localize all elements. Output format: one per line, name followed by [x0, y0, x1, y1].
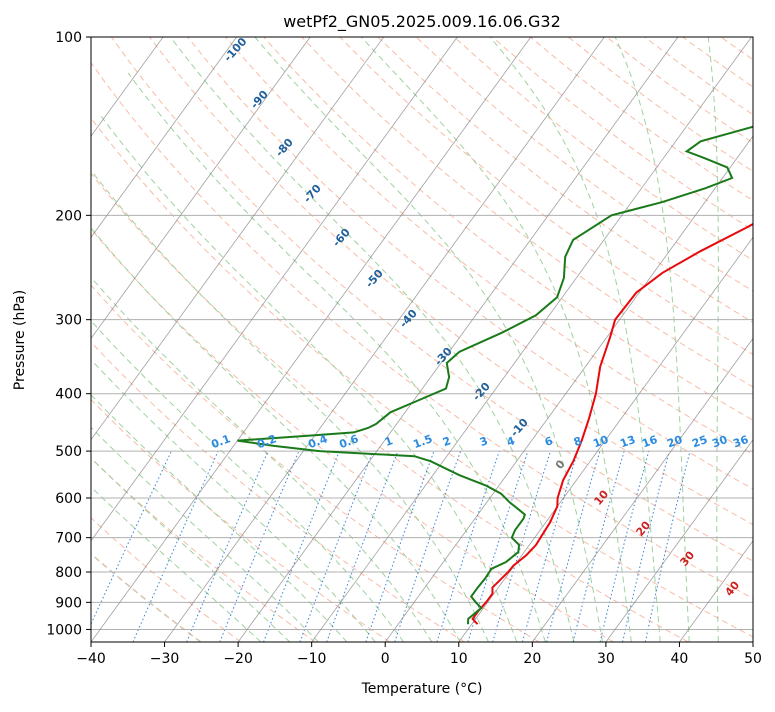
mixing-ratio-label: 10: [591, 433, 610, 451]
y-tick-label: 600: [55, 491, 82, 507]
mixing-ratio-line: [264, 451, 340, 642]
mixing-ratio-line: [327, 451, 398, 642]
moist-adiabat-label: 10: [591, 487, 611, 507]
mixing-ratio-lines: [83, 451, 690, 642]
mixing-ratio-label: 25: [690, 433, 709, 450]
x-tick-label: −30: [150, 651, 180, 667]
y-tick-label: 200: [55, 208, 82, 224]
mixing-ratio-line: [187, 451, 269, 642]
moist-adiabats: [0, 37, 718, 642]
dry-adiabat-line: [0, 37, 315, 642]
isotherm-gridline: [238, 37, 678, 642]
dry-adiabat-label: -40: [397, 307, 420, 331]
x-tick-label: 0: [381, 651, 390, 667]
moist-adiabat-line: [361, 37, 631, 642]
moist-adiabat-label: 30: [677, 548, 697, 568]
dry-adiabat-line: [35, 37, 763, 642]
moist-adiabat-label: 0: [553, 457, 568, 471]
mixing-ratio-label: 0.1: [209, 432, 232, 451]
y-tick-label: 1000: [46, 622, 82, 638]
mixing-ratio-label: 30: [710, 433, 729, 451]
mixing-ratio-line: [573, 451, 624, 642]
dry-adiabat-line: [73, 37, 775, 642]
mixing-ratio-label: 1: [383, 434, 395, 449]
isotherm-gridline: [165, 37, 605, 642]
mixing-ratio-line: [366, 451, 434, 642]
dry-adiabat-line: [226, 37, 775, 642]
mixing-ratio-line: [133, 451, 218, 642]
mixing-ratio-label: 3: [478, 434, 490, 449]
mixing-ratio-label: 16: [640, 433, 659, 451]
dry-adiabat-line: [416, 37, 775, 642]
mixing-ratio-line: [300, 451, 373, 642]
dry-adiabat-line: [645, 37, 775, 642]
mixing-ratio-line: [395, 451, 461, 642]
y-tick-label: 400: [55, 387, 82, 403]
isotherm-gridline: [0, 37, 237, 642]
isotherm-gridline: [17, 37, 457, 642]
x-tick-label: −40: [76, 651, 106, 667]
dry-adiabat-label: -60: [330, 226, 353, 250]
y-tick-label: 800: [55, 565, 82, 581]
chart-title: wetPf2_GN05.2025.009.16.06.G32: [283, 12, 561, 32]
pressure-gridlines: [91, 37, 753, 629]
mixing-ratio-line: [437, 451, 500, 642]
mixing-ratio-label: 36: [731, 433, 750, 451]
mixing-ratio-line: [493, 451, 551, 642]
moist-adiabat-line: [0, 293, 318, 642]
x-tick-label: 40: [671, 651, 689, 667]
mixing-ratio-label: 6: [543, 434, 555, 449]
x-tick-label: −10: [297, 651, 327, 667]
x-tick-label: 30: [597, 651, 615, 667]
x-tick-label: 50: [744, 651, 762, 667]
isotherm-gridline: [753, 37, 775, 642]
temperature-profile-line: [473, 37, 775, 624]
moist-adiabat-line: [0, 311, 290, 642]
plot-area: [0, 37, 775, 642]
dry-adiabat-label: -90: [248, 88, 271, 112]
moist-adiabat-line: [0, 273, 347, 642]
y-tick-label: 300: [55, 313, 82, 329]
y-tick-label: 700: [55, 531, 82, 547]
isotherm-gridline: [679, 37, 775, 642]
moist-adiabat-line: [0, 328, 261, 642]
y-axis-label: Pressure (hPa): [12, 290, 28, 390]
moist-adiabat-line: [708, 37, 718, 642]
dry-adiabat-label: -80: [273, 136, 296, 160]
y-tick-label: 100: [55, 30, 82, 46]
dry-adiabat-line: [340, 37, 775, 642]
dry-adiabats: [0, 37, 775, 642]
moist-adiabat-line: [128, 73, 545, 642]
dry-adiabat-line: [0, 37, 464, 642]
x-axis-label: Temperature (°C): [361, 681, 483, 697]
dry-adiabat-line: [0, 37, 241, 642]
mixing-ratio-line: [600, 451, 649, 642]
dry-adiabat-line: [492, 37, 775, 642]
mixing-ratio-label: 20: [665, 433, 684, 451]
isotherm-gridline: [0, 37, 384, 642]
mixing-ratio-label: 2: [441, 434, 453, 449]
mixing-ratio-label: 13: [618, 433, 637, 450]
profiles: [237, 37, 775, 624]
dry-adiabat-label: -20: [470, 380, 493, 404]
mixing-ratio-label: 0.2: [255, 432, 278, 451]
y-tick-label: 500: [55, 444, 82, 460]
dewpoint-profile-line: [237, 37, 775, 624]
dry-adiabat-label: -70: [301, 182, 324, 206]
dry-adiabat-line: [454, 37, 775, 642]
x-tick-label: 10: [450, 651, 468, 667]
y-tick-label: 900: [55, 595, 82, 611]
x-tick-label: −20: [223, 651, 253, 667]
x-tick-label: 20: [523, 651, 541, 667]
mixing-ratio-line: [83, 451, 172, 642]
moist-adiabat-label: 40: [722, 578, 742, 598]
isotherm-gridlines: [0, 37, 775, 642]
mixing-ratio-label: 1.5: [411, 432, 434, 451]
dry-adiabat-line: [149, 37, 775, 642]
